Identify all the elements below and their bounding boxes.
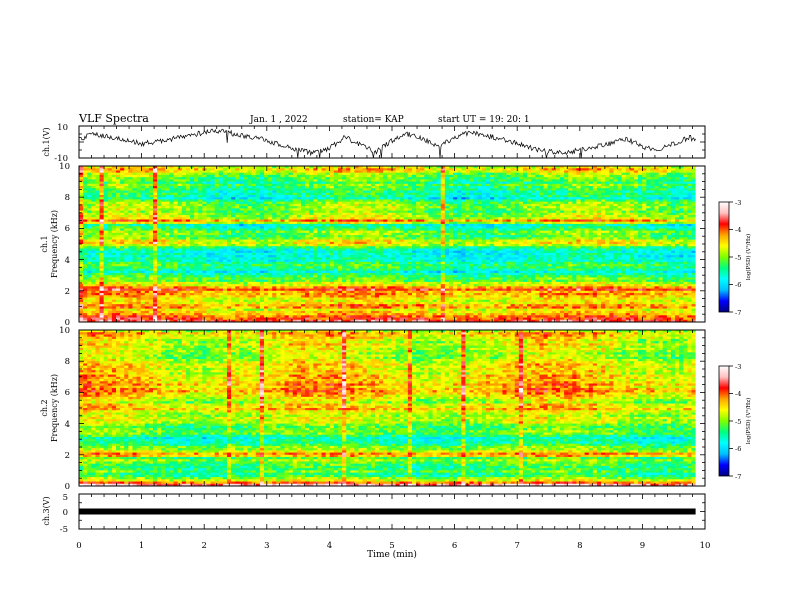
ch1-spectrogram-ylabel-2: Frequency (kHz) — [50, 210, 59, 278]
ch3-voltage-panel: 5 0 -5 ch.3(V) — [42, 493, 705, 535]
ch2-cb-tick-m7: -7 — [735, 473, 741, 481]
ch1-colorbar-scale — [719, 202, 729, 312]
time-tick-1: 1 — [139, 541, 144, 551]
time-tick-2: 2 — [201, 541, 206, 551]
ch1-colorbar-label: log(PSD) (V²/Hz) — [745, 234, 752, 281]
ch2-colorbar-label: log(PSD) (V²/Hz) — [745, 398, 752, 445]
figure-title: VLF Spectra — [78, 112, 149, 125]
time-tick-7: 7 — [514, 541, 519, 551]
ch2-cb-tick-m6: -6 — [735, 445, 741, 453]
ch1-ytick-top: 10 — [57, 123, 68, 133]
time-tick-0: 0 — [76, 541, 81, 551]
ch2-freq-tick-4: 4 — [65, 420, 70, 430]
ch2-freq-tick-10: 10 — [59, 326, 70, 336]
ch2-freq-tick-8: 8 — [65, 357, 70, 367]
ch3-voltage-ylabel: ch.3(V) — [42, 496, 51, 525]
time-axis-label: Time (min) — [367, 549, 417, 560]
ch3-ytick-bottom: -5 — [60, 525, 68, 535]
time-tick-3: 3 — [264, 541, 269, 551]
ch1-voltage-trace — [79, 129, 696, 158]
ch1-cb-tick-m4: -4 — [735, 226, 741, 234]
ch1-freq-tick-6: 6 — [65, 224, 70, 234]
ch2-spectrogram-ylabel-1: ch.2 — [40, 399, 49, 416]
ch1-voltage-ylabel: ch.1(V) — [42, 127, 51, 156]
ch1-spectrogram-ylabel-1: ch.1 — [40, 235, 49, 252]
ch1-spectrogram-panel: 0 2 4 6 8 10 ch.1 Frequency (kHz) — [40, 162, 705, 328]
date-label: Jan. 1 , 2022 — [249, 115, 308, 125]
ch2-freq-tick-0: 0 — [65, 482, 70, 492]
ch1-colorbar: -3 -4 -5 -6 -7 log(PSD) (V²/Hz) — [719, 199, 752, 317]
ch1-cb-tick-m5: -5 — [735, 254, 741, 262]
ch1-colorbar-tickmarks — [729, 202, 733, 312]
ch2-spectrogram-heatmap — [79, 330, 705, 486]
ch2-cb-tick-m3: -3 — [735, 363, 741, 371]
ch2-cb-tick-m5: -5 — [735, 418, 741, 426]
ch2-freq-tick-2: 2 — [65, 451, 70, 461]
ch1-voltage-panel: 10 -10 ch.1(V) — [42, 123, 705, 164]
ch3-ytick-top: 5 — [63, 493, 68, 503]
time-tick-10: 10 — [700, 541, 711, 551]
ch1-cb-tick-m7: -7 — [735, 309, 741, 317]
ch2-spectrogram-ylabel-2: Frequency (kHz) — [50, 374, 59, 442]
ch1-freq-tick-10: 10 — [59, 162, 70, 172]
ch1-cb-tick-m6: -6 — [735, 281, 741, 289]
ch1-cb-tick-m3: -3 — [735, 199, 741, 207]
ch1-freq-tick-2: 2 — [65, 287, 70, 297]
ch2-freq-tick-6: 6 — [65, 388, 70, 398]
ch2-colorbar-scale — [719, 366, 729, 476]
time-axis: 0 1 2 3 4 5 6 7 8 9 10 Time (min) — [76, 541, 710, 560]
ch2-colorbar: -3 -4 -5 -6 -7 log(PSD) (V²/Hz) — [719, 363, 752, 481]
ch1-freq-tick-8: 8 — [65, 193, 70, 203]
ch3-ytick-mid: 0 — [63, 508, 68, 518]
ch1-spectrogram-heatmap — [79, 166, 705, 322]
time-tick-8: 8 — [577, 541, 582, 551]
time-tick-9: 9 — [640, 541, 645, 551]
time-tick-4: 4 — [327, 541, 332, 551]
time-tick-6: 6 — [452, 541, 457, 551]
start-time-label: start UT = 19: 20: 1 — [438, 115, 530, 125]
ch2-spectrogram-panel: 0 2 4 6 8 10 ch.2 Frequency (kHz) — [40, 326, 705, 492]
station-label: station= KAP — [343, 115, 404, 125]
ch2-cb-tick-m4: -4 — [735, 390, 741, 398]
ch1-freq-tick-4: 4 — [65, 256, 70, 266]
ch2-colorbar-tickmarks — [729, 366, 733, 476]
